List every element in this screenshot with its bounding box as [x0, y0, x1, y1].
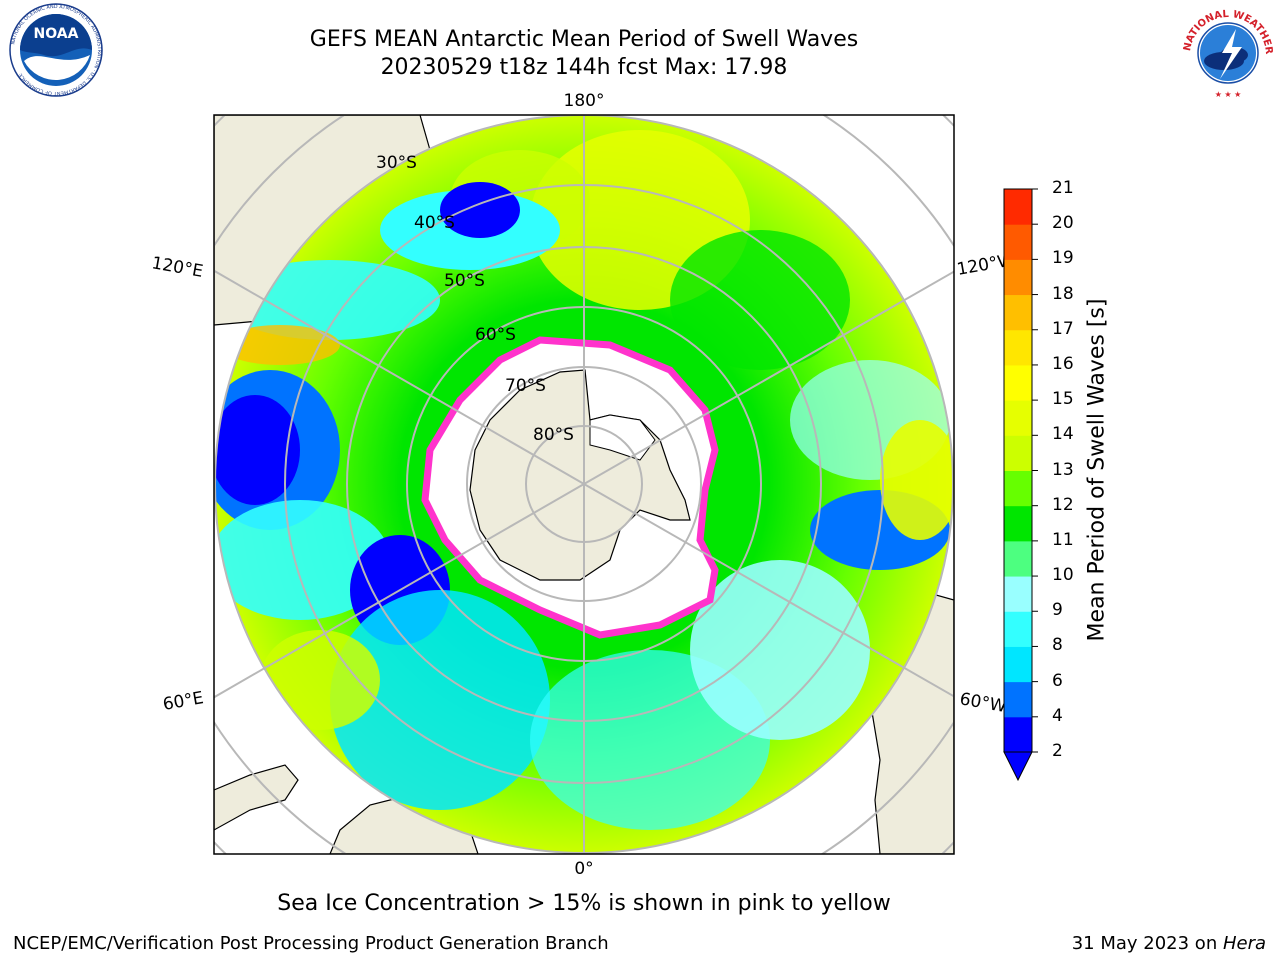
colorbar-tick-label: 11	[1052, 529, 1074, 550]
lon-label-60w: 60°W	[958, 689, 1008, 717]
colorbar-tick-label: 12	[1052, 494, 1074, 515]
colorbar-segment	[1004, 364, 1032, 401]
colorbar-segment	[1004, 716, 1032, 753]
map-frame	[213, 114, 955, 855]
colorbar-segment	[1004, 470, 1032, 507]
chart-subtitle: 20230529 t18z 144h fcst Max: 17.98	[380, 55, 788, 80]
lat-label-50s: 50°S	[444, 271, 485, 291]
machine-name: Hera	[1222, 933, 1266, 954]
colorbar-segment	[1004, 646, 1032, 683]
lat-label-60s: 60°S	[475, 325, 516, 345]
svg-text:★ ★ ★: ★ ★ ★	[1215, 90, 1242, 99]
noaa-logo: NOAA NATIONAL OCEANIC AND ATMOSPHERIC AD…	[9, 3, 103, 97]
graticule	[214, 115, 954, 854]
swell-patch	[215, 395, 300, 505]
nws-logo: NATIONAL WEATHER SERVICE ★ ★ ★	[1176, 3, 1274, 99]
colorbar-segment	[1004, 294, 1032, 331]
svg-text:NOAA: NOAA	[34, 26, 79, 42]
colorbar-segment	[1004, 259, 1032, 296]
swell-patch	[220, 325, 340, 365]
chart-title: GEFS MEAN Antarctic Mean Period of Swell…	[309, 27, 859, 52]
colorbar-segment	[1004, 224, 1032, 260]
colorbar-tick-label: 20	[1052, 213, 1074, 234]
colorbar-segment	[1004, 576, 1032, 612]
colorbar-segment	[1004, 189, 1032, 225]
ross-ice-shelf	[589, 414, 656, 461]
colorbar-title: Mean Period of Swell Waves [s]	[1084, 298, 1110, 642]
madagascar-land	[214, 764, 299, 831]
colorbar-segment	[1004, 540, 1032, 577]
lat-label-30s: 30°S	[376, 153, 417, 173]
colorbar-tick-label: 8	[1052, 635, 1063, 656]
swell-patch	[215, 500, 390, 620]
colorbar-tick-label: 13	[1052, 459, 1074, 480]
colorbar-tick-label: 18	[1052, 283, 1074, 304]
swell-patch	[260, 630, 380, 730]
colorbar-tick-label: 16	[1052, 353, 1074, 374]
colorbar-segment	[1004, 329, 1032, 366]
swell-patch	[670, 230, 850, 370]
credit-text: NCEP/EMC/Verification Post Processing Pr…	[13, 933, 609, 954]
lon-label-60e: 60°E	[161, 688, 205, 715]
colorbar-segment	[1004, 400, 1032, 436]
colorbar-segment	[1004, 681, 1032, 718]
lon-label-180: 180°	[564, 91, 605, 111]
colorbar-tick-label: 4	[1052, 705, 1063, 726]
lat-label-80s: 80°S	[533, 425, 574, 445]
swell-patch	[330, 590, 550, 810]
colorbar-segment	[1004, 435, 1032, 471]
colorbar-extend-arrow	[1003, 751, 1033, 782]
colorbar-tick-label: 21	[1052, 178, 1074, 198]
colorbar-tick-label: 6	[1052, 670, 1063, 691]
lat-label-40s: 40°S	[414, 213, 455, 233]
colorbar-segment	[1004, 611, 1032, 647]
colorbar-segment	[1004, 505, 1032, 542]
date-value: 31 May 2023 on	[1071, 933, 1223, 954]
colorbar-tick-label: 2	[1052, 741, 1063, 761]
lon-label-0: 0°	[574, 859, 593, 879]
colorbar-tick-label: 10	[1052, 565, 1074, 586]
colorbar-tick-label: 15	[1052, 389, 1074, 410]
sea-ice-note: Sea Ice Concentration > 15% is shown in …	[277, 891, 891, 916]
lat-label-70s: 70°S	[505, 376, 546, 396]
colorbar-tick-label: 17	[1052, 318, 1074, 339]
colorbar	[1003, 188, 1038, 782]
colorbar-tick-label: 14	[1052, 424, 1074, 445]
colorbar-tick-label: 19	[1052, 248, 1074, 269]
date-text: 31 May 2023 on Hera	[1072, 933, 1266, 954]
colorbar-tick-label: 9	[1052, 600, 1063, 621]
swell-patch	[690, 560, 870, 740]
swell-patch	[880, 420, 953, 540]
lon-label-120e: 120°E	[150, 253, 204, 282]
